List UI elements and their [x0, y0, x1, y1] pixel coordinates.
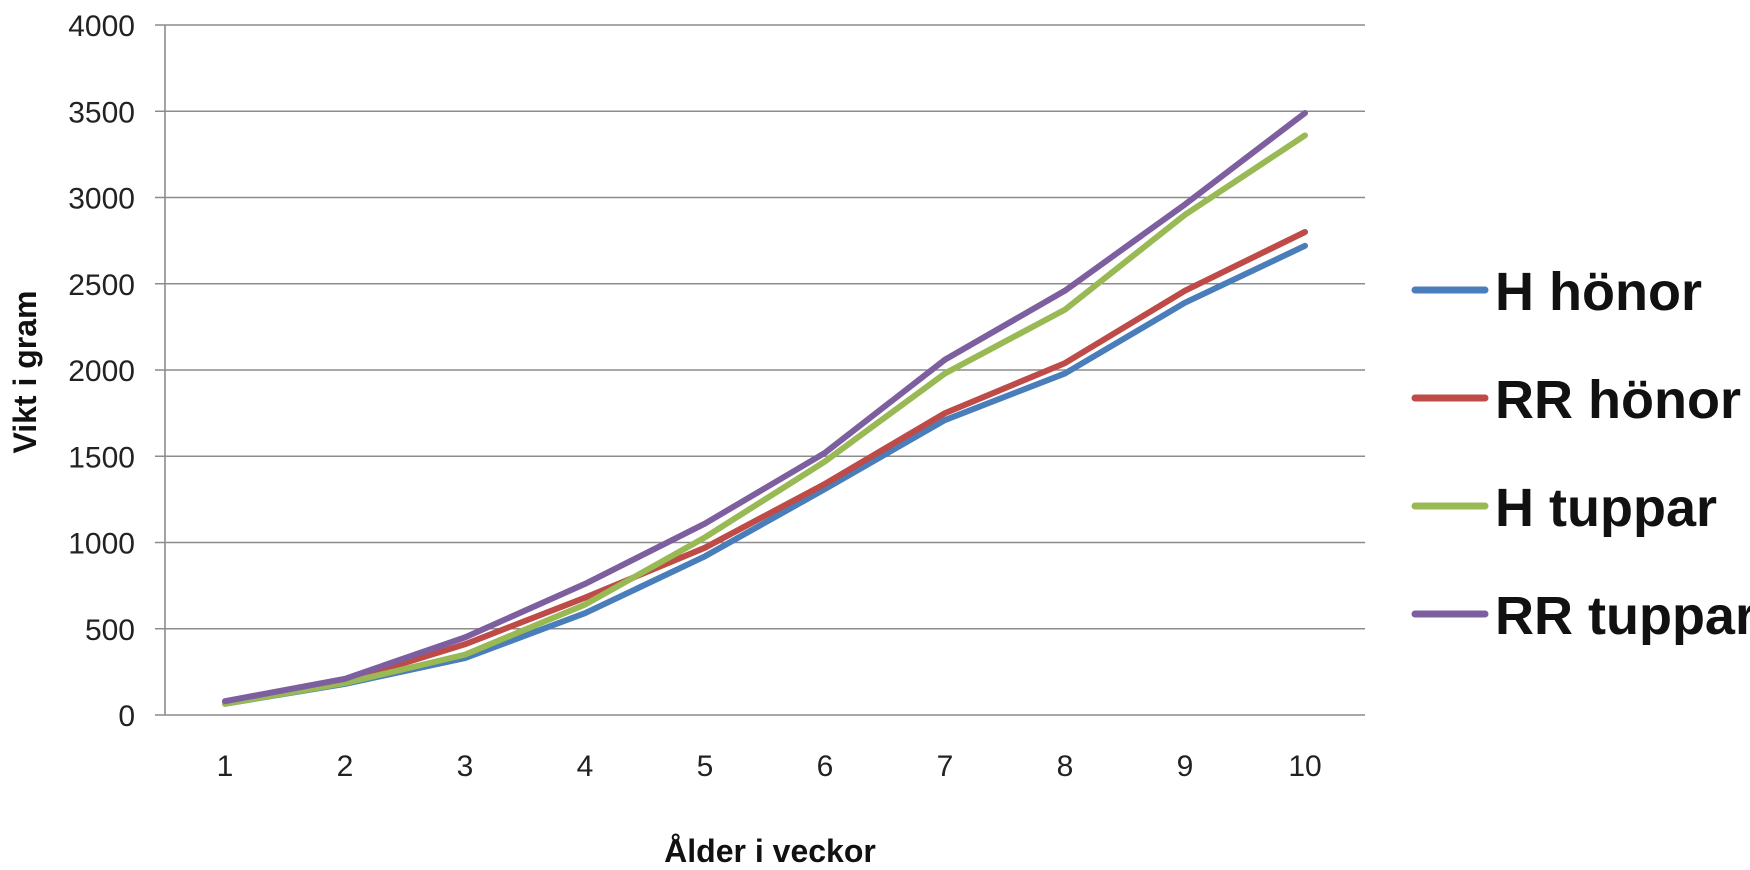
- series-line: [222, 229, 1308, 706]
- legend-label: RR tuppar: [1495, 586, 1750, 646]
- y-tick-label: 1000: [68, 528, 135, 561]
- x-tick-label: 4: [577, 750, 594, 783]
- legend: H hönor RR hönor H tuppar RR tuppar: [1411, 262, 1750, 646]
- y-tick-label: 3000: [68, 183, 135, 216]
- x-tick-label: 7: [937, 750, 954, 783]
- y-tick-label: 2000: [68, 355, 135, 388]
- y-tick-label: 4000: [68, 10, 135, 43]
- x-tick-label: 5: [697, 750, 714, 783]
- series-line: [222, 132, 1308, 707]
- x-tick-label: 3: [457, 750, 474, 783]
- gridlines: [155, 24, 1365, 716]
- y-axis-title: Vikt i gram: [7, 290, 43, 453]
- legend-label: H hönor: [1495, 262, 1702, 322]
- series-line: [222, 109, 1308, 705]
- y-tick-label: 1500: [68, 441, 135, 474]
- x-tick-label: 2: [337, 750, 354, 783]
- y-tick-label: 2500: [68, 269, 135, 302]
- x-tick-label: 6: [817, 750, 834, 783]
- x-axis-title: Ålder i veckor: [664, 833, 876, 865]
- x-tick-label: 9: [1177, 750, 1194, 783]
- x-tick-label: 8: [1057, 750, 1074, 783]
- x-tick-label: 10: [1288, 750, 1321, 783]
- x-tick-label: 1: [217, 750, 234, 783]
- legend-label: RR hönor: [1495, 370, 1741, 430]
- axes: 0 500 1000 1500 2000 2500 3000 3500 4000 1 2 3 4 5 6 7 8…: [68, 10, 1321, 783]
- legend-label: H tuppar: [1495, 478, 1717, 538]
- y-tick-label: 500: [85, 614, 135, 647]
- y-tick-label: 0: [118, 700, 135, 733]
- series-lines: [222, 109, 1308, 707]
- y-tick-label: 3500: [68, 96, 135, 129]
